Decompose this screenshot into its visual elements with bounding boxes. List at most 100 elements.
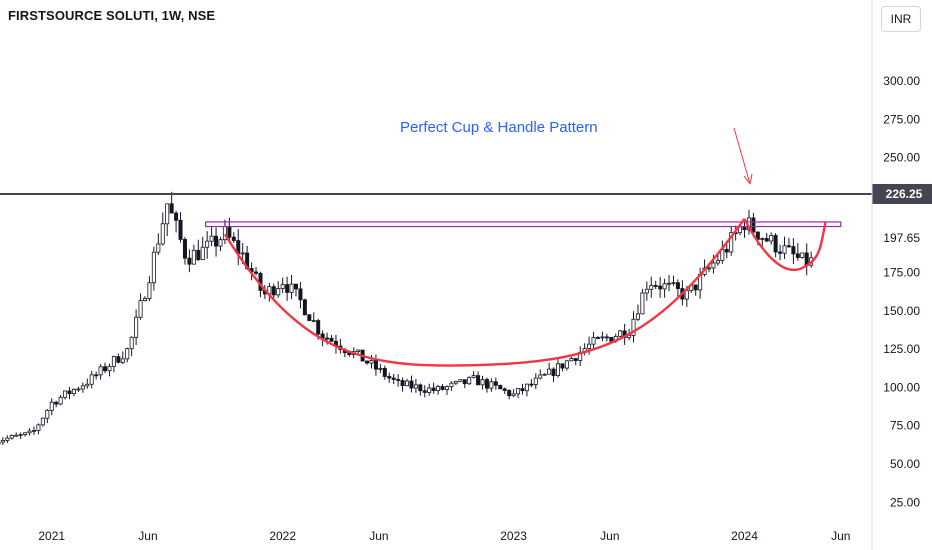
candle xyxy=(418,383,423,396)
candle xyxy=(591,331,596,349)
candle xyxy=(440,384,445,391)
candle xyxy=(489,378,494,392)
candle xyxy=(662,278,667,298)
candle xyxy=(169,191,174,214)
candle xyxy=(413,378,418,393)
candle xyxy=(400,377,405,392)
time-axis: 2021 Jun 2022 Jun 2023 Jun 2024 Jun xyxy=(38,529,850,543)
x-tick-label: 2022 xyxy=(269,529,296,543)
candle xyxy=(307,313,312,321)
candle xyxy=(285,276,290,301)
handle-curve xyxy=(743,218,827,271)
candle xyxy=(405,378,410,387)
y-tick-label: 75.00 xyxy=(890,419,920,433)
candle xyxy=(595,336,600,339)
candle xyxy=(45,408,50,424)
candle xyxy=(9,434,14,440)
candle xyxy=(276,281,281,298)
x-tick-label: Jun xyxy=(600,529,619,543)
candle xyxy=(365,360,370,365)
candle xyxy=(635,304,640,322)
candle xyxy=(520,383,525,395)
candle xyxy=(764,232,769,243)
candle xyxy=(142,296,147,302)
y-tick-label: 300.00 xyxy=(883,74,920,88)
candle xyxy=(289,275,294,300)
candle xyxy=(254,266,259,276)
candle xyxy=(484,377,489,393)
x-tick-label: Jun xyxy=(831,529,850,543)
price-axis: 300.00 275.00 250.00 197.65 175.00 150.00 125.… xyxy=(871,0,920,550)
candle xyxy=(773,233,778,258)
candle xyxy=(556,357,561,378)
candle xyxy=(760,237,765,248)
candle xyxy=(107,363,112,377)
candle xyxy=(476,371,481,386)
candle xyxy=(27,428,32,436)
candle xyxy=(431,382,436,394)
candle xyxy=(382,365,387,380)
candle xyxy=(560,363,565,372)
candle xyxy=(156,233,161,256)
cup-curve xyxy=(223,218,746,367)
candle xyxy=(396,374,401,387)
candle xyxy=(453,380,458,386)
candle xyxy=(187,249,192,273)
candle xyxy=(618,329,623,337)
candle xyxy=(209,227,214,247)
candle xyxy=(125,347,130,363)
y-tick-label: 150.00 xyxy=(883,304,920,318)
candle xyxy=(742,222,747,238)
candle xyxy=(160,212,165,246)
candle xyxy=(134,309,139,346)
candle xyxy=(786,237,791,248)
candle xyxy=(578,346,583,367)
candle xyxy=(387,372,392,383)
y-tick-label: 175.00 xyxy=(883,266,920,280)
candle xyxy=(675,279,680,298)
candle xyxy=(147,276,152,302)
candle xyxy=(218,236,223,251)
candle xyxy=(191,244,196,265)
candle xyxy=(298,281,303,309)
candle xyxy=(782,236,787,259)
candle xyxy=(98,364,103,380)
candle xyxy=(516,388,521,398)
candle xyxy=(498,384,503,390)
candle xyxy=(804,243,809,276)
candle xyxy=(138,293,143,320)
candle xyxy=(502,387,507,394)
y-tick-label: 100.00 xyxy=(883,380,920,394)
x-tick-label: Jun xyxy=(369,529,388,543)
neckline-band xyxy=(205,221,842,228)
candle xyxy=(182,237,187,265)
candle xyxy=(378,363,383,374)
candle xyxy=(569,356,574,362)
candle xyxy=(640,288,645,315)
candle xyxy=(200,236,205,261)
candle xyxy=(724,242,729,259)
x-tick-label: 2024 xyxy=(731,529,758,543)
candle xyxy=(604,333,609,342)
candle xyxy=(622,323,627,345)
candle xyxy=(31,426,36,436)
candle xyxy=(462,379,467,389)
candle xyxy=(729,225,734,256)
candle xyxy=(271,283,276,301)
candle xyxy=(14,432,19,437)
candle xyxy=(71,388,76,397)
x-tick-label: 2023 xyxy=(500,529,527,543)
candle xyxy=(644,281,649,301)
candle xyxy=(529,378,534,388)
candles xyxy=(0,191,814,446)
candle xyxy=(573,357,578,366)
currency-selector[interactable]: INR xyxy=(881,6,921,32)
candle xyxy=(222,219,227,245)
candle xyxy=(609,336,614,342)
candle xyxy=(649,276,654,298)
candle xyxy=(467,376,472,386)
candle xyxy=(67,387,72,400)
candle xyxy=(231,232,236,243)
candle xyxy=(751,212,756,234)
